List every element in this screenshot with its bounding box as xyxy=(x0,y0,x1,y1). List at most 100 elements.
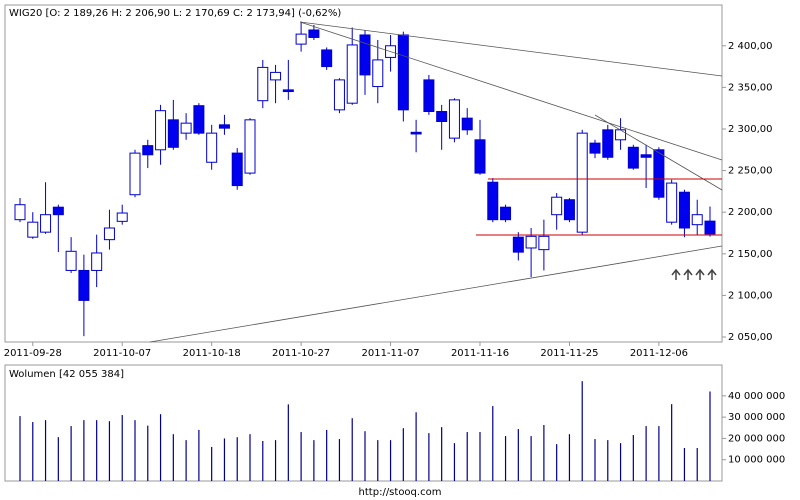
candle-body xyxy=(206,132,218,163)
arrow xyxy=(707,268,717,280)
footer: http://stooq.com xyxy=(359,487,442,498)
volume-bar xyxy=(364,431,366,481)
y-tick-label: 2 350,00 xyxy=(728,82,773,93)
candle-body xyxy=(678,191,690,229)
candle-body xyxy=(180,122,192,134)
chart-title: WIG20 [O: 2 189,26 H: 2 206,90 L: 2 170,… xyxy=(9,8,341,19)
volume-bar xyxy=(300,432,302,481)
volume-bar xyxy=(377,440,379,481)
candle-body xyxy=(372,59,384,88)
candle-body xyxy=(397,34,409,111)
volume-bar xyxy=(581,381,583,481)
volume-bar xyxy=(402,428,404,481)
y-tick-label: 30 000 000 xyxy=(728,412,785,423)
volume-bar xyxy=(351,418,353,481)
candle-body xyxy=(52,206,64,216)
volume-bar xyxy=(389,440,392,481)
volume-bar xyxy=(262,440,264,481)
candle-body xyxy=(576,132,588,233)
trend-line xyxy=(299,21,723,77)
volume-bar xyxy=(326,429,328,481)
volume-bar xyxy=(428,433,430,481)
volume-bar xyxy=(517,429,519,481)
y-tick-label: 2 400,00 xyxy=(728,41,773,52)
trend-line xyxy=(149,245,723,343)
volume-bar xyxy=(159,414,162,481)
candle-body xyxy=(474,139,486,174)
arrow xyxy=(683,268,693,280)
candle-body xyxy=(231,152,243,187)
volume-bar xyxy=(696,448,698,481)
volume-bar xyxy=(147,425,149,481)
candle-body xyxy=(142,145,154,156)
volume-bar xyxy=(658,426,660,481)
y-tick-label: 2 300,00 xyxy=(728,124,773,135)
arrow xyxy=(671,268,681,280)
candle-body xyxy=(27,221,39,238)
candle-body xyxy=(602,129,614,158)
volume-bar xyxy=(172,434,174,481)
y-tick-label: 2 050,00 xyxy=(728,332,773,343)
x-tick-label: 2011-11-07 xyxy=(361,348,419,359)
volume-bar xyxy=(441,427,443,481)
volume-panel xyxy=(4,364,723,482)
candle-body xyxy=(308,29,320,38)
candle-body xyxy=(116,212,128,222)
volume-bar xyxy=(543,425,545,481)
candle-body xyxy=(551,196,563,216)
candle-body xyxy=(640,154,652,158)
y-tick-label: 2 150,00 xyxy=(728,249,773,260)
x-tick-label: 2011-10-27 xyxy=(272,348,330,359)
volume-bar xyxy=(466,432,468,481)
x-tick-label: 2011-11-16 xyxy=(451,348,509,359)
candle-body xyxy=(691,214,703,226)
volume-bar xyxy=(632,435,634,481)
volume-bar xyxy=(96,420,98,481)
volume-bar xyxy=(185,440,187,481)
volume-bar xyxy=(313,440,315,481)
y-tick-label: 2 100,00 xyxy=(728,290,773,301)
candle-body xyxy=(653,149,665,198)
volume-title-box xyxy=(6,366,120,380)
support-lines xyxy=(476,178,722,236)
volume-bar xyxy=(556,444,558,481)
volume-bar xyxy=(198,429,200,481)
y-tick-label: 2 250,00 xyxy=(728,166,773,177)
candle-body xyxy=(525,235,537,249)
candle-body xyxy=(704,220,716,235)
volume-bar xyxy=(236,437,238,481)
volume-bar xyxy=(211,446,213,481)
x-tick-label: 2011-12-06 xyxy=(630,348,688,359)
candle-body xyxy=(193,105,205,134)
candle-body xyxy=(321,49,333,68)
candle-body xyxy=(103,227,115,241)
volume-bar xyxy=(415,412,417,481)
volume-bar xyxy=(492,406,494,481)
y-tick-label: 2 200,00 xyxy=(728,207,773,218)
trend-line xyxy=(594,114,723,191)
volume-bar xyxy=(249,434,251,481)
candle-body xyxy=(423,79,435,113)
candle-body xyxy=(359,34,371,76)
candle-body xyxy=(448,99,460,139)
candle-body xyxy=(410,131,422,135)
volume-bar xyxy=(683,448,686,481)
x-tick-label: 2011-10-18 xyxy=(183,348,241,359)
candle-body xyxy=(244,119,256,174)
candle-body xyxy=(91,252,103,271)
candle-body xyxy=(500,206,512,221)
volume-bar xyxy=(645,426,647,481)
candle-body xyxy=(218,124,230,129)
volume-bar xyxy=(83,420,85,481)
volume-bar xyxy=(19,416,21,481)
volume-bar xyxy=(108,421,111,481)
volume-bar xyxy=(134,420,136,481)
volume-bar xyxy=(57,437,59,481)
candle-body xyxy=(666,182,678,223)
candle-body xyxy=(295,33,307,45)
candle-body xyxy=(538,235,550,251)
candle-body xyxy=(461,117,473,131)
volume-bar xyxy=(594,439,596,481)
volume-bar xyxy=(287,404,289,481)
